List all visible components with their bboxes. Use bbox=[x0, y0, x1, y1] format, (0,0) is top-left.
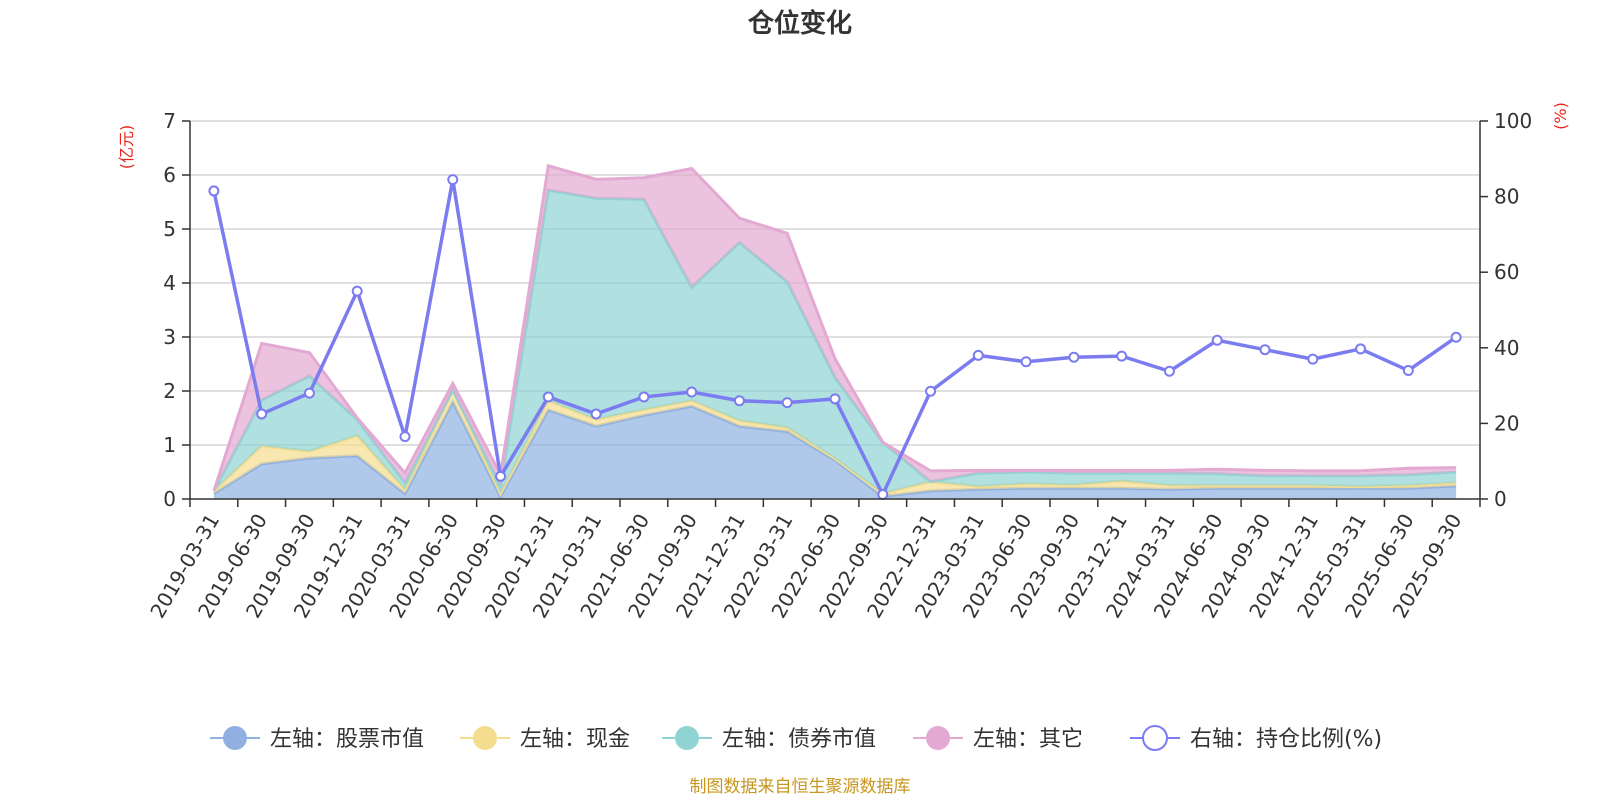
left-tick-label: 1 bbox=[163, 433, 176, 457]
ratio-point bbox=[972, 349, 984, 361]
right-tick-label: 20 bbox=[1494, 411, 1519, 435]
left-tick-label: 6 bbox=[163, 163, 176, 187]
left-tick-label: 4 bbox=[163, 271, 176, 295]
legend-marker bbox=[926, 726, 950, 750]
ratio-point bbox=[1116, 350, 1128, 362]
ratio-point bbox=[495, 470, 507, 482]
ratio-point bbox=[686, 386, 698, 398]
ratio-point bbox=[638, 391, 650, 403]
holding-ratio-line bbox=[208, 174, 1462, 500]
ratio-point bbox=[256, 408, 268, 420]
area-左轴：股票市值 bbox=[213, 401, 1457, 499]
ratio-point bbox=[925, 385, 937, 397]
ratio-point bbox=[351, 285, 363, 297]
legend-label: 左轴：债券市值 bbox=[722, 727, 876, 752]
left-tick-label: 2 bbox=[163, 379, 176, 403]
right-tick-label: 0 bbox=[1494, 487, 1507, 511]
ratio-point bbox=[733, 395, 745, 407]
legend-marker bbox=[473, 726, 497, 750]
ratio-point bbox=[208, 185, 220, 197]
legend-marker bbox=[1142, 725, 1168, 751]
ratio-point bbox=[447, 174, 459, 186]
ratio-point bbox=[542, 391, 554, 403]
ratio-point bbox=[1307, 353, 1319, 365]
ratio-point bbox=[1211, 334, 1223, 346]
legend-marker bbox=[675, 726, 699, 750]
legend-label: 左轴：其它 bbox=[973, 727, 1083, 752]
legend: 左轴：股票市值 左轴：现金 左轴：债券市值 左轴：其它 右轴：持仓比例(%) bbox=[210, 725, 1382, 752]
ratio-point bbox=[399, 431, 411, 443]
legend-label: 右轴：持仓比例(%) bbox=[1190, 727, 1382, 752]
left-tick-label: 0 bbox=[163, 487, 176, 511]
area-左轴：债券市值 bbox=[213, 190, 1457, 494]
ratio-point bbox=[1450, 331, 1462, 343]
ratio-point bbox=[1020, 356, 1032, 368]
ratio-point bbox=[303, 387, 315, 399]
right-tick-label: 80 bbox=[1494, 185, 1519, 209]
ratio-point bbox=[1355, 343, 1367, 355]
ratio-point bbox=[1402, 364, 1414, 376]
area-edge-左轴：其它 bbox=[212, 163, 1457, 492]
ratio-point bbox=[1163, 365, 1175, 377]
ratio-point bbox=[1068, 351, 1080, 363]
right-axis-unit: (%) bbox=[1551, 102, 1570, 130]
chart-title: 仓位变化 bbox=[747, 8, 852, 39]
ratio-point bbox=[829, 393, 841, 405]
ratio-point bbox=[1259, 344, 1271, 356]
stacked-areas bbox=[212, 163, 1457, 500]
legend-marker bbox=[223, 726, 247, 750]
left-axis-unit: (亿元) bbox=[117, 125, 136, 170]
ratio-point bbox=[781, 397, 793, 409]
left-tick-label: 3 bbox=[163, 325, 176, 349]
legend-label: 左轴：现金 bbox=[520, 727, 630, 752]
legend-label: 左轴：股票市值 bbox=[270, 727, 424, 752]
left-tick-label: 7 bbox=[163, 109, 176, 133]
ratio-point bbox=[877, 488, 889, 500]
right-tick-label: 100 bbox=[1494, 109, 1532, 133]
left-tick-label: 5 bbox=[163, 217, 176, 241]
right-tick-label: 40 bbox=[1494, 336, 1519, 360]
ratio-point bbox=[590, 408, 602, 420]
source-note: 制图数据来自恒生聚源数据库 bbox=[690, 777, 911, 797]
right-tick-label: 60 bbox=[1494, 260, 1519, 284]
grid-lines bbox=[190, 120, 1480, 446]
